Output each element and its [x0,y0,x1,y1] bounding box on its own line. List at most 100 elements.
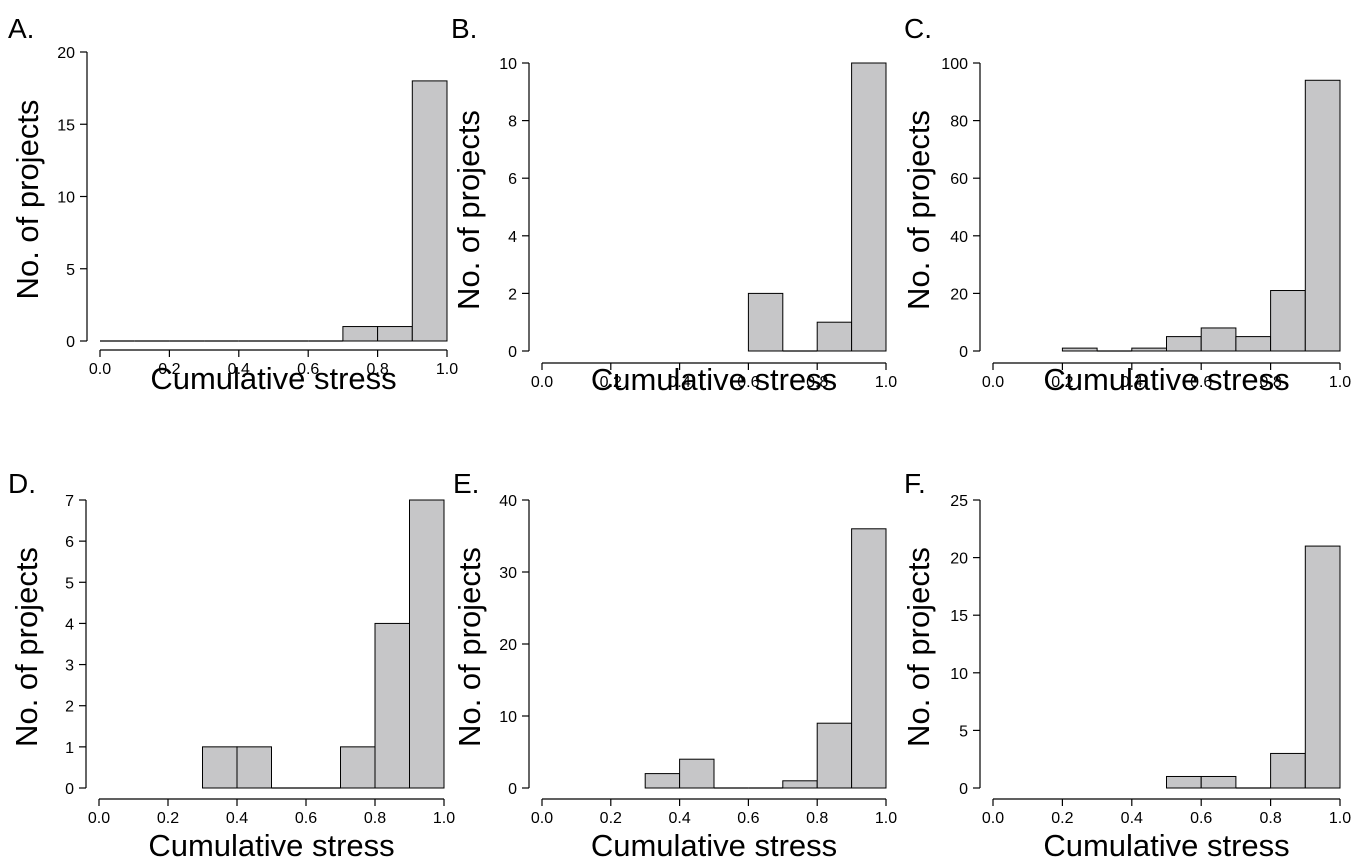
y-tick-label: 30 [499,565,517,582]
y-tick-label: 60 [950,171,968,188]
histogram-bar [816,722,853,789]
x-axis-title: Cumulative stress [591,828,837,862]
histogram-bar [679,758,715,789]
histogram-bar [374,622,410,789]
y-axis-title: No. of projects [901,547,936,747]
x-tick-label: 0.8 [806,374,828,391]
x-tick-label: 0.6 [737,374,759,391]
x-tick-label: 1.0 [875,810,897,827]
x-axis-title: Cumulative stress [591,362,837,397]
x-tick-label: 0.0 [88,810,110,827]
y-tick-label: 1 [65,740,74,757]
x-tick-label: 0.0 [531,810,553,827]
x-tick-label: 1.0 [436,361,458,378]
x-tick-label: 1.0 [433,810,455,827]
histogram-bar [411,80,448,342]
y-tick-label: 10 [499,709,517,726]
x-axis-title: Cumulative stress [150,361,396,396]
x-tick-label: 0.4 [668,810,690,827]
histogram-bar [236,746,272,789]
histogram-panel-b: B. 0 2 4 6 8 10 0.0 0.2 0.4 0.6 0.8 1.0 Cumulative st… [451,13,897,397]
x-tick-label: 0.2 [158,361,180,378]
histogram-panel-d: D. 0 1 2 3 4 5 6 7 0.0 0.2 0.4 0.6 0.8 1.0 Cumulative s… [8,468,455,862]
histogram-bar [747,292,784,352]
y-tick-label: 20 [57,45,75,62]
histogram-bar [1304,79,1341,352]
histogram-panel-a: A. 0 5 10 15 20 0.0 0.2 0.4 0.6 0.8 1.0 Cumulative s… [8,13,458,396]
histogram-bar [1131,347,1168,352]
y-axis-title: No. of projects [10,100,45,300]
y-tick-label: 100 [941,56,968,73]
x-tick-label: 0.8 [364,810,386,827]
y-tick-label: 15 [57,117,75,134]
y-tick-label: 3 [65,658,74,675]
y-tick-label: 5 [959,723,968,740]
x-tick-label: 0.8 [366,361,388,378]
y-tick-label: 6 [65,534,74,551]
x-tick-label: 0.6 [737,810,759,827]
y-tick-label: 10 [499,56,517,73]
x-tick-label: 0.6 [297,361,319,378]
x-tick-label: 0.4 [668,374,690,391]
y-tick-label: 2 [65,699,74,716]
panel-letter: D. [8,468,36,499]
histogram-bar [851,62,887,352]
y-tick-label: 40 [499,493,517,510]
x-tick-label: 0.8 [806,810,828,827]
histogram-bar [1270,752,1306,789]
y-tick-label: 8 [508,114,517,131]
histogram-bar [1200,327,1237,352]
histogram-bar [816,321,853,352]
x-tick-label: 0.2 [157,810,179,827]
y-axis-title: No. of projects [9,547,44,747]
x-tick-label: 0.0 [982,810,1004,827]
x-axis-title: Cumulative stress [1043,828,1289,862]
histogram-bar [202,746,238,789]
x-tick-label: 0.4 [1121,374,1143,391]
x-tick-label: 0.2 [600,810,622,827]
panel-letter: E. [453,468,479,499]
panel-letter: F. [904,468,926,499]
x-tick-label: 0.4 [228,361,250,378]
x-tick-label: 0.0 [89,361,111,378]
x-tick-label: 0.4 [226,810,248,827]
histogram-bar [644,773,681,789]
histogram-bar [1270,290,1306,352]
histogram-bar [1304,545,1341,789]
x-tick-label: 0.0 [531,374,553,391]
y-tick-label: 15 [950,608,968,625]
y-tick-label: 20 [950,551,968,568]
y-tick-label: 40 [950,229,968,246]
y-tick-label: 0 [959,781,968,798]
x-tick-label: 0.2 [600,374,622,391]
y-tick-label: 0 [508,781,517,798]
x-tick-label: 1.0 [875,374,897,391]
y-tick-label: 20 [499,637,517,654]
y-tick-label: 10 [950,666,968,683]
y-tick-label: 5 [65,575,74,592]
histogram-bar [1166,336,1202,352]
y-tick-label: 6 [508,171,517,188]
histogram-panel-e: E. 0 10 20 30 40 0.0 0.2 0.4 0.6 0.8 1.0 Cumulative … [452,468,897,862]
x-tick-label: 0.8 [1259,810,1281,827]
histogram-panel-c: C. 0 20 40 60 80 100 0.0 0.2 0.4 0.6 0.8 1.0 Cumulati… [901,13,1351,397]
x-tick-label: 0.2 [1051,810,1073,827]
x-tick-label: 0.4 [1121,810,1143,827]
histogram-panel-f: F. 0 5 10 15 20 25 0.0 0.2 0.4 0.6 0.8 1.0 Cumulative… [901,468,1351,862]
y-tick-label: 7 [65,493,74,510]
histogram-bar [342,326,379,342]
histogram-bar [377,326,413,342]
x-tick-label: 0.2 [1051,374,1073,391]
y-tick-label: 10 [57,190,75,207]
panel-letter: A. [8,13,34,44]
histogram-bar [1166,775,1202,789]
y-tick-label: 5 [66,262,75,279]
x-tick-label: 1.0 [1329,374,1351,391]
panel-letter: B. [451,13,477,44]
histogram-bar [409,499,445,789]
y-tick-label: 4 [508,229,517,246]
x-tick-label: 0.6 [295,810,317,827]
histogram-bar [1061,347,1098,352]
histogram-bar [1235,336,1272,352]
panel-letter: C. [904,13,932,44]
